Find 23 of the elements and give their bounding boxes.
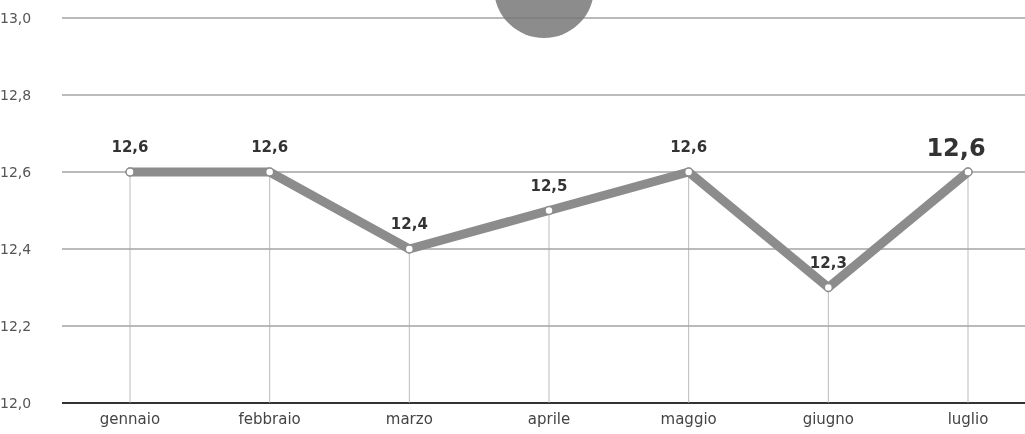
y-tick-label: 12,0 <box>0 394 32 411</box>
data-label: 12,6 <box>926 134 986 162</box>
point <box>125 167 135 177</box>
x-tick-label: giugno <box>802 410 855 428</box>
y-tick-label: 12,2 <box>0 317 32 334</box>
point <box>963 167 973 177</box>
data-label: 12,5 <box>530 176 568 195</box>
y-tick-label: 12,6 <box>0 163 32 180</box>
data-label: 12,6 <box>111 138 149 156</box>
x-tick-label: luglio <box>947 410 989 428</box>
point <box>544 205 554 216</box>
x-tick-label: febbraio <box>238 410 301 428</box>
x-tick-label: gennaio <box>99 410 161 428</box>
data-label: 12,6 <box>251 138 289 156</box>
y-tick-label: 12,8 <box>0 86 32 103</box>
data-label: 12,3 <box>809 253 847 272</box>
x-tick-label: marzo <box>385 410 433 428</box>
x-tick-label: aprile <box>527 410 571 428</box>
x-tick-label: maggio <box>660 410 717 428</box>
y-tick-label: 13,0 <box>0 9 32 26</box>
data-label: 12,6 <box>670 138 708 156</box>
y-tick-label: 12,4 <box>0 240 32 257</box>
data-label: 12,4 <box>390 215 428 233</box>
